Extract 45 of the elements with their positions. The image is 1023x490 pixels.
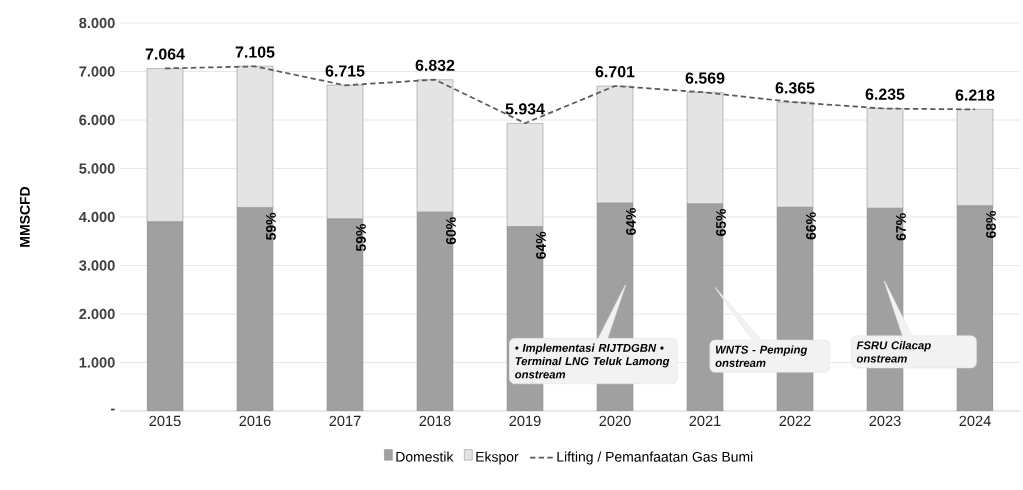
y-axis-title: MMSCFD bbox=[19, 186, 30, 247]
annotation: 59% bbox=[356, 224, 366, 252]
x-tick-label: 2021 bbox=[689, 415, 721, 427]
annotation: 66% bbox=[806, 212, 816, 240]
x-tick-label: 2023 bbox=[869, 415, 901, 427]
y-tick-label: 3.000 bbox=[79, 260, 115, 271]
annotation: • Implementasi RIJTDGBN • Terminal LNG Teluk Lamong onstream bbox=[515, 343, 670, 379]
x-tick-label: 2016 bbox=[239, 415, 271, 427]
x-tick-label: 2022 bbox=[779, 415, 811, 427]
x-tick-label: 2020 bbox=[599, 415, 631, 427]
annotation: WNTS - Pemping onstream bbox=[715, 345, 808, 367]
annotation: 64% bbox=[536, 231, 546, 259]
annotation: 68% bbox=[986, 210, 996, 238]
data-label: 6.715 bbox=[325, 65, 365, 77]
annotation: 67% bbox=[896, 213, 906, 241]
data-label: 6.832 bbox=[415, 59, 455, 71]
data-label: 6.701 bbox=[595, 66, 635, 78]
y-tick-label: - bbox=[111, 408, 115, 411]
annotation: 64% bbox=[626, 208, 636, 236]
y-tick-label: 1.000 bbox=[79, 357, 115, 368]
x-tick-label: 2017 bbox=[329, 415, 361, 427]
x-tick-label: 2019 bbox=[509, 415, 541, 427]
x-tick-label: 2015 bbox=[149, 415, 181, 427]
y-tick-label: 5.000 bbox=[79, 163, 115, 174]
annotation: FSRU Cilacap onstream bbox=[856, 341, 931, 363]
legend-label: Domestik bbox=[396, 451, 454, 462]
legend-label: Lifting / Pemanfaatan Gas Bumi bbox=[557, 451, 753, 465]
y-tick-label: 6.000 bbox=[79, 114, 115, 126]
y-tick-label: 2.000 bbox=[79, 308, 115, 320]
data-label: 7.064 bbox=[145, 48, 185, 60]
y-tick-label: 8.000 bbox=[79, 17, 115, 29]
x-tick-label: 2024 bbox=[959, 415, 991, 427]
annotation: 60% bbox=[446, 217, 456, 245]
y-tick-label: 7.000 bbox=[79, 66, 115, 77]
data-label: 6.218 bbox=[955, 89, 995, 101]
data-label: 6.365 bbox=[775, 82, 815, 94]
data-label: 6.569 bbox=[685, 72, 725, 84]
data-label: 7.105 bbox=[235, 46, 275, 58]
annotation: 65% bbox=[716, 208, 726, 237]
data-label: 5.934 bbox=[505, 103, 545, 115]
y-tick-label: 4.000 bbox=[78, 211, 115, 223]
data-label: 6.235 bbox=[865, 88, 905, 100]
x-tick-label: 2018 bbox=[419, 415, 451, 427]
legend-label: Ekspor bbox=[476, 451, 519, 465]
annotation: 59% bbox=[266, 212, 276, 240]
